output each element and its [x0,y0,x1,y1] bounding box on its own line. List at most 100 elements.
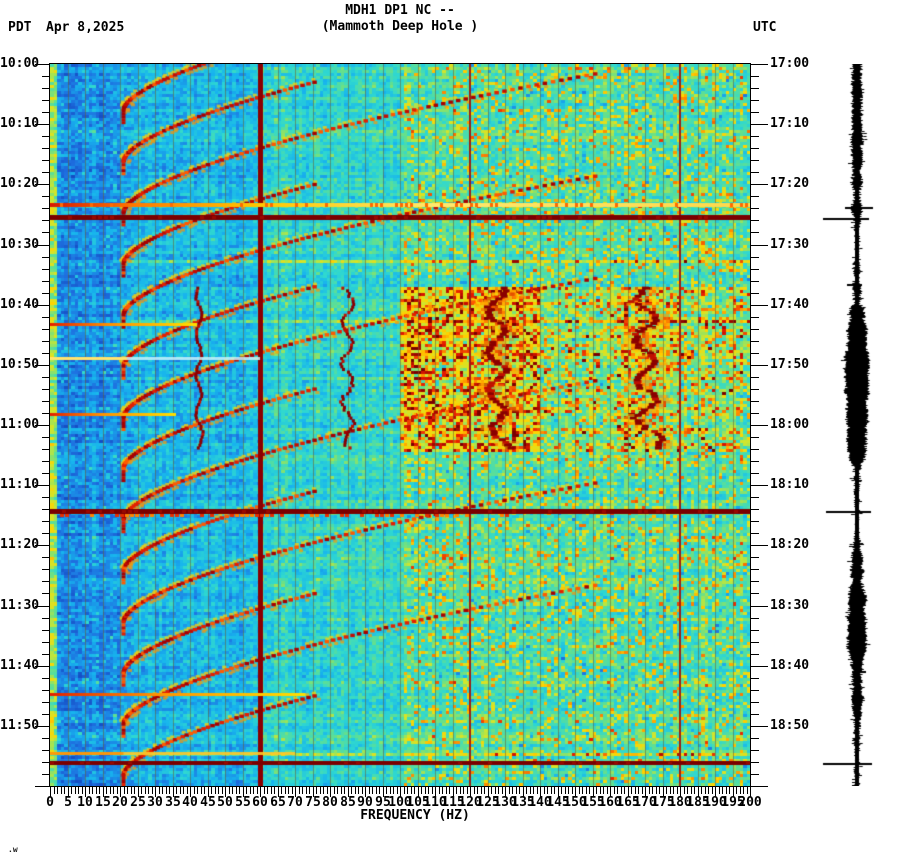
timezone-left-label: PDT [8,20,32,35]
frequency-axis-tick [141,787,142,794]
right-axis-tick [751,509,759,510]
frequency-axis-label: 70 [287,795,303,810]
frequency-axis-tick [607,787,608,794]
frequency-axis-label: 85 [340,795,356,810]
left-axis-label: 11:20 [0,537,40,552]
frequency-axis-tick [222,787,223,794]
frequency-axis-tick [547,787,548,794]
left-axis-tick [42,714,50,715]
frequency-axis-tick [586,787,587,794]
left-axis-tick [42,401,50,402]
frequency-axis-tick [369,787,370,794]
left-axis-tick [42,353,50,354]
right-axis-tick [751,160,759,161]
right-axis-tick [751,666,768,667]
frequency-axis-label: 35 [165,795,181,810]
left-axis-tick [35,726,50,727]
frequency-axis-label: 15 [95,795,111,810]
frequency-axis-tick [533,787,534,794]
frequency-axis-tick [470,787,471,797]
right-axis-tick [751,738,759,739]
frequency-axis-label: 150 [563,795,587,810]
frequency-axis-tick [232,787,233,794]
frequency-axis-tick [82,787,83,794]
right-axis-tick [751,413,759,414]
left-axis-tick [42,581,50,582]
right-axis-tick [751,654,759,655]
left-axis-tick [42,329,50,330]
frequency-axis-tick [148,787,149,794]
right-axis-tick [751,341,759,342]
right-axis-tick [751,389,759,390]
frequency-axis-tick [271,787,272,794]
frequency-axis-tick [155,787,156,797]
watermark: .w [8,845,18,854]
frequency-axis-tick [495,787,496,794]
frequency-axis-label: 105 [406,795,430,810]
frequency-axis-tick [484,787,485,794]
left-axis-label: 10:10 [0,116,40,131]
frequency-axis-label: 125 [476,795,500,810]
right-axis-tick [751,569,759,570]
frequency-axis-tick [603,787,604,794]
frequency-axis-tick [316,787,317,794]
frequency-axis-label: 0 [46,795,54,810]
frequency-axis-label: 115 [441,795,465,810]
frequency-axis-label: 40 [182,795,198,810]
right-axis-tick [751,593,759,594]
right-axis-tick [751,521,759,522]
frequency-axis-tick [530,787,531,794]
frequency-axis-label: 95 [375,795,391,810]
right-axis-tick [751,245,768,246]
frequency-axis-tick [120,787,121,797]
left-axis-tick [42,678,50,679]
right-axis-tick [751,172,759,173]
frequency-axis-label: 30 [147,795,163,810]
frequency-axis-tick [456,787,457,794]
frequency-axis-label: 170 [633,795,657,810]
frequency-axis-tick [397,787,398,794]
frequency-axis-tick [610,787,611,797]
frequency-axis-tick [733,787,734,797]
left-axis-label: 10:40 [0,297,40,312]
frequency-axis-tick [572,787,573,794]
left-axis-tick [35,365,50,366]
frequency-axis-tick [225,787,226,797]
frequency-axis-label: 75 [305,795,321,810]
frequency-axis-label: 200 [738,795,762,810]
frequency-axis-label: 160 [598,795,622,810]
frequency-axis-tick [523,787,524,797]
frequency-axis-tick [85,787,86,797]
frequency-axis-tick [624,787,625,794]
frequency-axis-label: 20 [112,795,128,810]
left-axis-tick [42,317,50,318]
right-axis-tick [751,606,768,607]
right-axis-tick [751,618,759,619]
frequency-axis-tick [421,787,422,794]
right-axis-tick [751,678,759,679]
left-axis-tick [42,341,50,342]
left-axis-tick [42,389,50,390]
frequency-axis-tick [208,787,209,797]
frequency-axis-label: 80 [322,795,338,810]
left-axis-tick [42,473,50,474]
frequency-axis-tick [131,787,132,794]
right-axis-tick [751,208,759,209]
frequency-axis-tick [652,787,653,794]
frequency-axis-tick [631,787,632,794]
left-axis-tick [42,377,50,378]
frequency-axis-tick [432,787,433,794]
frequency-axis-tick [593,787,594,797]
frequency-axis-tick [407,787,408,794]
frequency-axis-tick [642,787,643,794]
frequency-axis-tick [379,787,380,794]
left-axis-tick [42,208,50,209]
left-axis-tick [42,413,50,414]
frequency-axis-tick [544,787,545,794]
right-axis-tick [751,774,759,775]
right-axis-tick [751,473,759,474]
frequency-axis-tick [250,787,251,794]
frequency-axis-tick [239,787,240,794]
frequency-axis-tick [418,787,419,797]
frequency-axis-tick [211,787,212,794]
